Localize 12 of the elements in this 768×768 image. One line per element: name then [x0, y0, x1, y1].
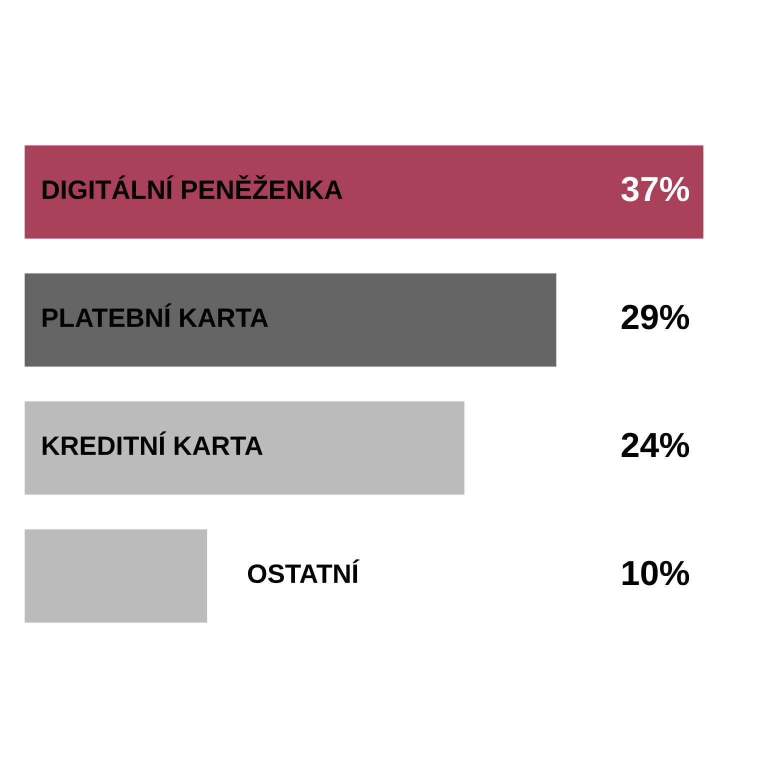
data-label: 24%: [622, 432, 690, 458]
bar: [24, 272, 558, 368]
y-tick-label: PLATEBNÍ KARTA: [42, 303, 268, 327]
bar: [24, 400, 466, 496]
data-label: 29%: [622, 304, 690, 330]
data-label: 10%: [622, 560, 690, 586]
bar: [24, 144, 705, 240]
y-tick-label: OSTATNÍ: [248, 559, 360, 584]
data-label: 37%: [621, 176, 690, 202]
y-tick-label: KREDITNÍ KARTA: [42, 431, 263, 455]
bar: [24, 528, 208, 624]
y-tick-label: DIGITÁLNÍ PENĚŽENKA: [42, 175, 342, 200]
